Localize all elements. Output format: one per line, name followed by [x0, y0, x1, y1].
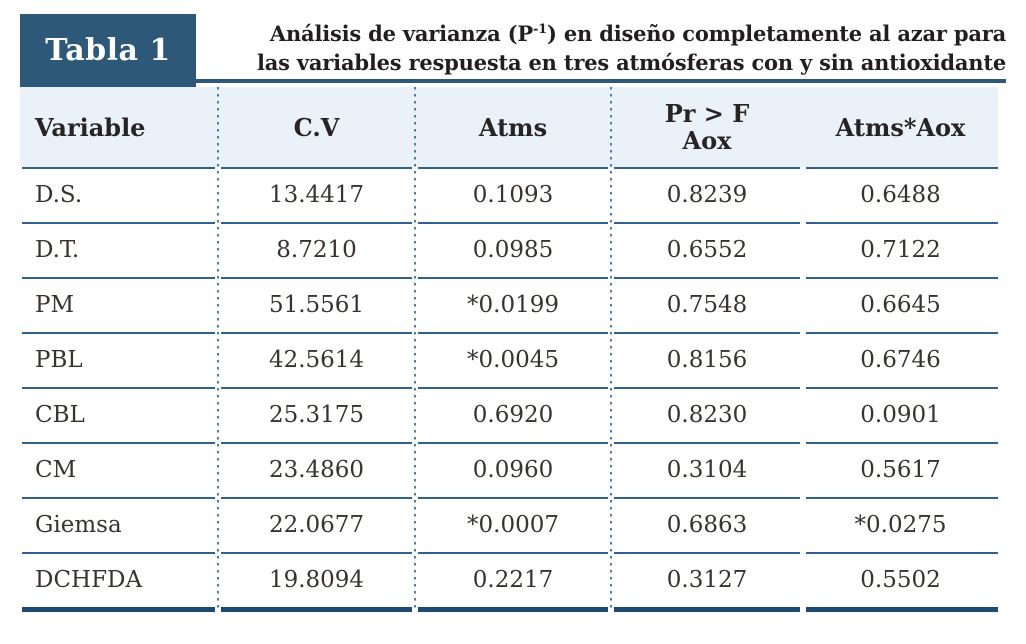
column-separator — [217, 87, 219, 610]
row-divider — [22, 387, 998, 389]
table-row: Giemsa 22.0677 *0.0007 0.6863 *0.0275 — [20, 497, 998, 552]
column-header-variable: Variable — [35, 112, 146, 142]
table-label-box: Tabla 1 — [20, 14, 196, 87]
cell-aox: 0.8156 — [666, 346, 748, 373]
cell-atms-aox: 0.0901 — [860, 401, 941, 428]
column-header-prf: Pr > F — [664, 99, 750, 128]
cell-atms-aox: 0.5617 — [860, 456, 941, 483]
table-bottom-border — [22, 607, 998, 612]
row-divider — [22, 222, 998, 224]
cell-cv: 51.5561 — [268, 291, 365, 318]
table-label: Tabla 1 — [45, 33, 171, 68]
cell-cv: 13.4417 — [268, 181, 365, 208]
cell-cv: 22.0677 — [268, 511, 365, 538]
cell-aox: 0.3104 — [666, 456, 748, 483]
table-row: CM 23.4860 0.0960 0.3104 0.5617 — [20, 442, 998, 497]
anova-table: Variable C.V Atms Pr > F Aox Atms*Aox D.… — [20, 87, 998, 612]
title-text: ) en diseño completamente al azar para — [547, 21, 1006, 46]
cell-aox: 0.8230 — [666, 401, 748, 428]
column-header-aox: Aox — [682, 126, 732, 155]
row-divider — [22, 497, 998, 499]
cell-atms-aox: 0.5502 — [860, 566, 941, 593]
row-divider — [22, 277, 998, 279]
cell-atms-aox: 0.6488 — [860, 181, 941, 208]
header-divider — [22, 167, 998, 169]
row-divider — [22, 442, 998, 444]
column-header-prf-aox: Pr > F Aox — [611, 87, 803, 167]
table-row: D.T. 8.7210 0.0985 0.6552 0.7122 — [20, 222, 998, 277]
cell-atms-aox: 0.6645 — [860, 291, 941, 318]
cell-atms: *0.0045 — [467, 346, 559, 373]
table-row: CBL 25.3175 0.6920 0.8230 0.0901 — [20, 387, 998, 442]
column-separator — [610, 87, 612, 610]
column-header-cv: C.V — [293, 112, 340, 142]
cell-cv: 8.7210 — [276, 236, 357, 263]
title-text: Análisis de varianza (P — [269, 21, 533, 46]
title-superscript: -1 — [532, 22, 548, 37]
table-row: D.S. 13.4417 0.1093 0.8239 0.6488 — [20, 167, 998, 222]
cell-cv: 19.8094 — [268, 566, 365, 593]
table-row: PM 51.5561 *0.0199 0.7548 0.6645 — [20, 277, 998, 332]
cell-aox: 0.8239 — [666, 181, 748, 208]
cell-cv: 42.5614 — [268, 346, 365, 373]
cell-atms-aox: 0.7122 — [860, 236, 941, 263]
table-header-row: Variable C.V Atms Pr > F Aox Atms*Aox — [20, 87, 998, 167]
cell-variable: D.T. — [35, 236, 80, 263]
title-line-2: las variables respuesta en tres atmósfer… — [256, 50, 1006, 75]
table-title: Análisis de varianza (P-1) en diseño com… — [196, 14, 1006, 83]
cell-variable: CBL — [35, 401, 85, 428]
cell-atms: 0.0985 — [472, 236, 554, 263]
row-divider — [22, 332, 998, 334]
cell-variable: PBL — [35, 346, 83, 373]
cell-aox: 0.6552 — [666, 236, 748, 263]
cell-atms: *0.0199 — [467, 291, 559, 318]
cell-aox: 0.3127 — [666, 566, 748, 593]
cell-atms: *0.0007 — [467, 511, 559, 538]
cell-atms: 0.1093 — [472, 181, 554, 208]
cell-variable: CM — [35, 456, 77, 483]
column-header-atms-aox: Atms*Aox — [835, 112, 966, 142]
column-header-atms: Atms — [478, 112, 548, 142]
table-row: PBL 42.5614 *0.0045 0.8156 0.6746 — [20, 332, 998, 387]
cell-aox: 0.6863 — [666, 511, 748, 538]
column-separator — [414, 87, 416, 610]
cell-cv: 23.4860 — [268, 456, 365, 483]
cell-atms: 0.2217 — [472, 566, 554, 593]
cell-aox: 0.7548 — [666, 291, 748, 318]
cell-variable: D.S. — [35, 181, 83, 208]
cell-variable: PM — [35, 291, 75, 318]
title-line-1: Análisis de varianza (P-1) en diseño com… — [270, 15, 1006, 48]
cell-variable: DCHFDA — [35, 566, 143, 593]
cell-atms-aox: 0.6746 — [860, 346, 941, 373]
cell-atms: 0.0960 — [472, 456, 554, 483]
cell-variable: Giemsa — [35, 511, 122, 538]
table-row: DCHFDA 19.8094 0.2217 0.3127 0.5502 — [20, 552, 998, 607]
cell-atms: 0.6920 — [472, 401, 554, 428]
row-divider — [22, 552, 998, 554]
cell-cv: 25.3175 — [268, 401, 365, 428]
cell-atms-aox: *0.0275 — [854, 511, 947, 538]
